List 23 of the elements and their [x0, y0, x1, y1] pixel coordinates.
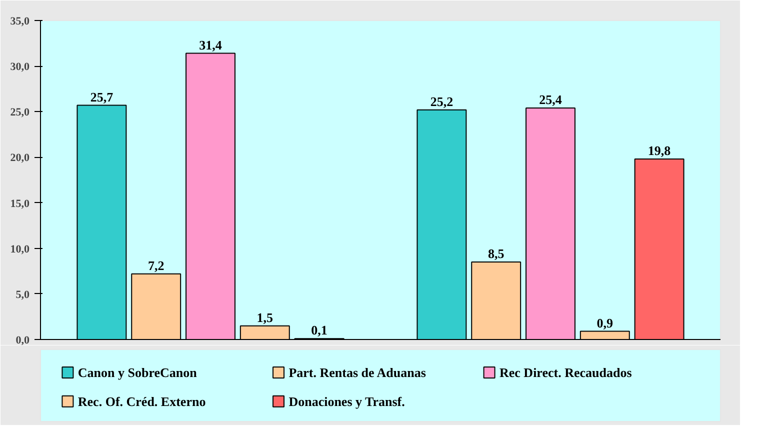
- y-tick-label: 5,0: [16, 288, 30, 301]
- y-tick-label: 15,0: [10, 198, 30, 210]
- data-label: 0,9: [596, 315, 614, 330]
- y-tick-label: 10,0: [10, 243, 30, 256]
- data-label: 0,1: [311, 322, 328, 338]
- data-label: 25,7: [90, 89, 114, 104]
- y-tick-label: 20,0: [10, 152, 30, 164]
- data-label: 25,2: [430, 94, 454, 109]
- legend-label: Rec Direct. Recaudados: [500, 365, 632, 380]
- legend-label: Donaciones y Transf.: [288, 394, 405, 409]
- y-tick-label: 0,0: [16, 334, 30, 346]
- legend-label: Rec. Of. Créd. Externo: [78, 394, 206, 409]
- y-tick-label: 35,0: [10, 16, 30, 28]
- legend-label: Part. Rentas de Aduanas: [288, 365, 426, 380]
- data-label: 8,5: [488, 246, 505, 262]
- data-label: 19,8: [648, 143, 672, 158]
- data-label: 1,5: [256, 310, 274, 325]
- y-tick-label: 25,0: [10, 106, 30, 119]
- data-label: 7,2: [148, 258, 164, 273]
- legend-label: Canon y SobreCanon: [78, 365, 198, 380]
- data-label: 31,4: [199, 37, 222, 52]
- data-label: 25,4: [539, 92, 562, 107]
- y-tick-label: 30,0: [10, 61, 30, 74]
